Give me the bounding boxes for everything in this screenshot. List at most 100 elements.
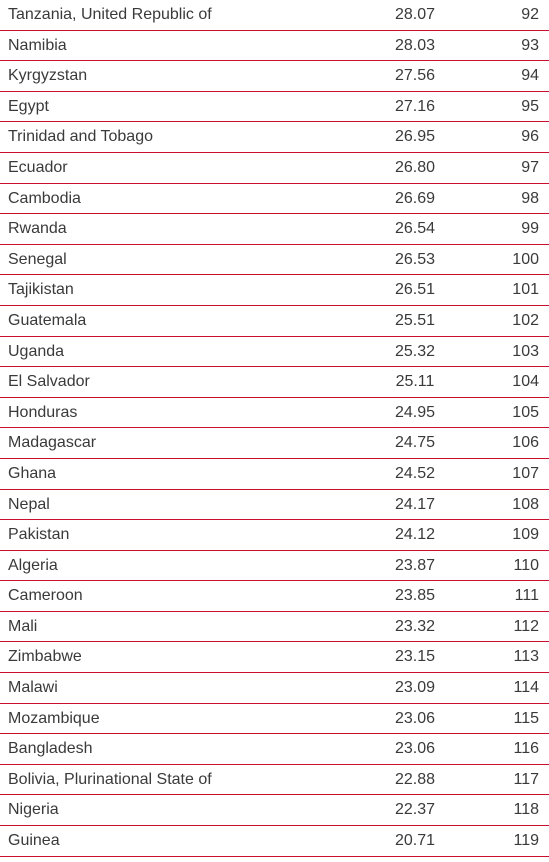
rank-cell: 114	[513, 679, 539, 697]
country-cell: Madagascar	[8, 434, 97, 452]
country-cell: Malawi	[8, 679, 58, 697]
country-cell: Trinidad and Tobago	[8, 128, 153, 146]
country-cell: Cambodia	[8, 189, 81, 207]
score-cell: 28.07	[394, 6, 436, 23]
table-row: Honduras 24.95 105	[0, 398, 549, 429]
country-cell: Mali	[8, 617, 38, 635]
table-row: Trinidad and Tobago 26.95 96	[0, 122, 549, 153]
country-cell: Honduras	[8, 403, 78, 421]
country-cell: Nigeria	[8, 801, 59, 819]
score-cell: 23.06	[394, 740, 436, 758]
rank-cell: 109	[512, 526, 539, 544]
rank-cell: 115	[513, 709, 539, 727]
country-cell: Tanzania, United Republic of	[8, 6, 212, 23]
score-cell: 20.71	[394, 832, 436, 850]
score-cell: 22.37	[394, 801, 436, 819]
score-cell: 24.12	[394, 526, 436, 544]
table-row: Tajikistan 26.51 101	[0, 275, 549, 306]
score-cell: 25.11	[395, 373, 435, 391]
country-cell: Cameroon	[8, 587, 83, 605]
table-row: Guatemala 25.51 102	[0, 306, 549, 337]
table-row: Algeria 23.87 110	[0, 551, 549, 582]
rank-cell: 95	[521, 97, 539, 115]
score-cell: 27.56	[394, 67, 436, 85]
table-row: Madagascar 24.75 106	[0, 428, 549, 459]
table-row: Mali 23.32 112	[0, 612, 549, 643]
rank-cell: 102	[512, 311, 539, 329]
score-cell: 23.87	[394, 556, 436, 574]
table-row: Rwanda 26.54 99	[0, 214, 549, 245]
country-cell: Guatemala	[8, 311, 87, 329]
country-cell: Uganda	[8, 342, 65, 360]
rank-cell: 119	[513, 832, 539, 850]
table-row: Cameroon 23.85 111	[0, 581, 549, 612]
table-row: Egypt 27.16 95	[0, 92, 549, 123]
score-cell: 26.95	[394, 128, 436, 146]
country-cell: Egypt	[8, 97, 49, 115]
rank-cell: 101	[512, 281, 539, 299]
table-row: Bangladesh 23.06 116	[0, 734, 549, 765]
rank-cell: 100	[512, 250, 539, 268]
country-cell: Bangladesh	[8, 740, 93, 758]
rank-cell: 103	[512, 342, 539, 360]
country-cell: Senegal	[8, 250, 67, 268]
rank-cell: 118	[513, 801, 539, 819]
table-row: Nigeria 22.37 118	[0, 795, 549, 827]
rank-cell: 107	[512, 464, 539, 482]
score-cell: 24.52	[394, 464, 436, 482]
table-row: Senegal 26.53 100	[0, 245, 549, 276]
score-cell: 23.06	[394, 709, 436, 727]
rank-cell: 112	[513, 617, 539, 635]
table-row: Guinea 20.71 119	[0, 826, 549, 857]
table-row: El Salvador 25.11 104	[0, 367, 549, 398]
rank-cell: 104	[512, 373, 539, 391]
country-cell: Kyrgyzstan	[8, 67, 88, 85]
rank-cell: 117	[513, 770, 539, 788]
rank-cell: 105	[512, 403, 539, 421]
table-row: Ecuador 26.80 97	[0, 153, 549, 184]
score-cell: 23.85	[394, 587, 436, 605]
rank-cell: 116	[513, 740, 539, 758]
table-row: Ghana 24.52 107	[0, 459, 549, 490]
score-cell: 25.51	[394, 311, 436, 329]
score-cell: 26.53	[394, 250, 436, 268]
score-cell: 23.15	[394, 648, 436, 666]
rank-cell: 97	[521, 158, 539, 176]
country-cell: Rwanda	[8, 220, 67, 238]
table-row: Nepal 24.17 108	[0, 490, 549, 521]
rank-cell: 96	[521, 128, 539, 146]
table-row: Pakistan 24.12 109	[0, 520, 549, 551]
country-cell: Pakistan	[8, 526, 70, 544]
country-cell: Algeria	[8, 556, 58, 574]
score-cell: 22.88	[394, 770, 436, 788]
country-cell: Ecuador	[8, 158, 68, 176]
country-cell: Mozambique	[8, 709, 100, 727]
table-row: Kyrgyzstan 27.56 94	[0, 61, 549, 92]
table-row: Uganda 25.32 103	[0, 337, 549, 368]
country-cell: Tajikistan	[8, 281, 74, 299]
table-row: Zimbabwe 23.15 113	[0, 642, 549, 674]
rank-cell: 111	[514, 587, 539, 605]
score-cell: 25.32	[394, 342, 436, 360]
country-cell: Namibia	[8, 36, 67, 54]
table-row: Bolivia, Plurinational State of 22.88 117	[0, 765, 549, 796]
score-cell: 26.80	[394, 158, 436, 176]
table-row: Malawi 23.09 114	[0, 673, 549, 704]
rank-cell: 94	[521, 67, 539, 85]
country-cell: Guinea	[8, 832, 60, 850]
country-cell: Zimbabwe	[8, 648, 82, 666]
table-row: Mozambique 23.06 115	[0, 704, 549, 735]
table-row: Cambodia 26.69 98	[0, 184, 549, 215]
score-cell: 24.95	[394, 403, 436, 421]
table-row: Tanzania, United Republic of 28.07 92	[0, 0, 549, 31]
rank-cell: 108	[512, 495, 539, 513]
score-cell: 23.32	[394, 617, 436, 635]
country-cell: El Salvador	[8, 373, 90, 391]
country-cell: Ghana	[8, 464, 57, 482]
rank-cell: 99	[521, 220, 539, 238]
score-cell: 24.17	[394, 495, 436, 513]
score-cell: 26.51	[394, 281, 436, 299]
rank-cell: 113	[513, 648, 539, 666]
